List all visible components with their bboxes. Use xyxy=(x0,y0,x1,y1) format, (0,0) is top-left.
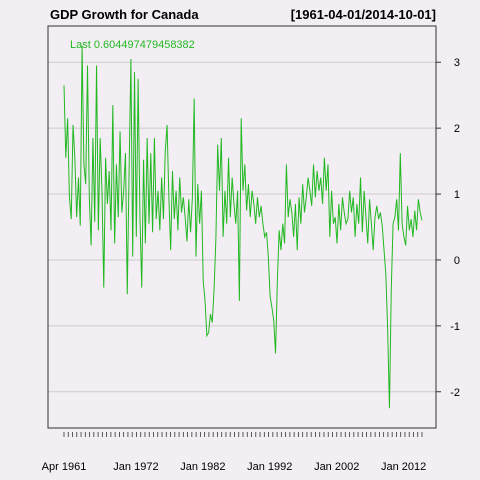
x-tick-label: Jan 1972 xyxy=(113,461,158,473)
x-tick-label: Jan 1992 xyxy=(247,461,292,473)
y-tick-label: -2 xyxy=(450,387,460,399)
last-value-label: Last 0.604497479458382 xyxy=(70,39,195,51)
x-tick-label: Jan 2012 xyxy=(381,461,426,473)
y-tick-label: 1 xyxy=(454,189,460,201)
y-tick-label: -1 xyxy=(450,321,460,333)
y-axis: -2 -1 0 1 2 3 xyxy=(436,57,460,399)
y-tick-label: 2 xyxy=(454,123,460,135)
y-tick-label: 0 xyxy=(454,255,460,267)
x-tick-label: Jan 1982 xyxy=(180,461,225,473)
plot-frame xyxy=(47,25,437,429)
x-axis: Apr 1961 Jan 1972 Jan 1982 Jan 1992 Jan 2002… xyxy=(42,432,426,473)
y-tick-label: 3 xyxy=(454,57,460,69)
x-tick-label: Jan 2002 xyxy=(314,461,359,473)
grid-lines xyxy=(48,61,436,393)
gdp-growth-line xyxy=(63,45,423,409)
x-tick-label: Apr 1961 xyxy=(42,461,87,473)
chart-title: GDP Growth for Canada xyxy=(50,7,199,22)
date-range-label: [1961-04-01/2014-10-01] xyxy=(291,7,436,22)
